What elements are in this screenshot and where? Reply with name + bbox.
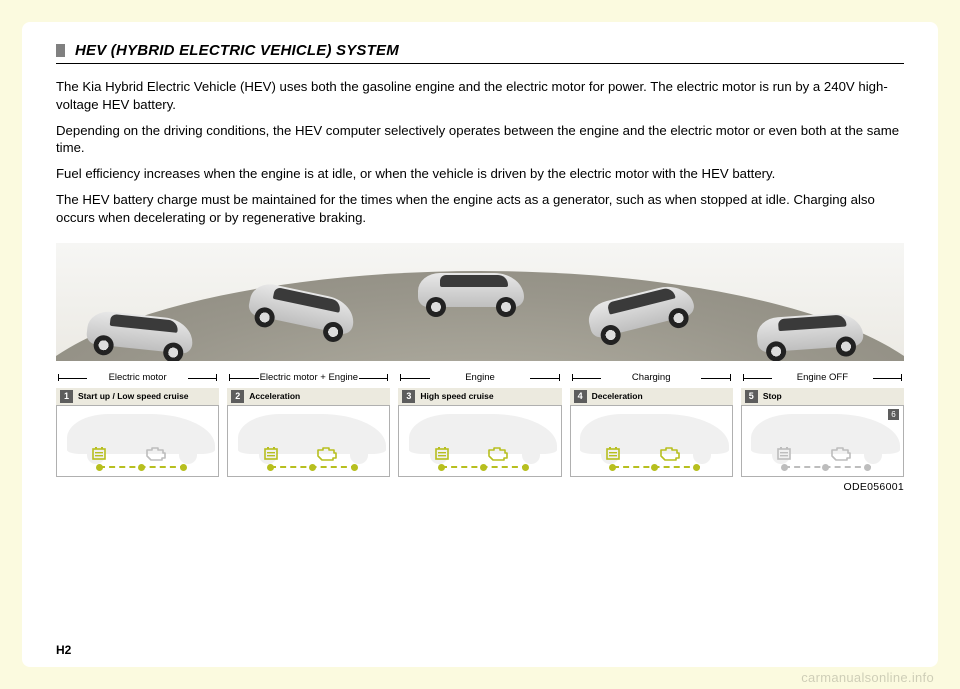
flow-node-icon — [180, 464, 187, 471]
battery-icon — [92, 446, 106, 460]
body-text: The Kia Hybrid Electric Vehicle (HEV) us… — [56, 78, 904, 227]
engine-icon — [315, 446, 337, 462]
stage-title: High speed cruise — [420, 391, 493, 401]
flow-node-icon — [651, 464, 658, 471]
engine-icon — [658, 446, 680, 462]
stage-diagram — [570, 405, 733, 477]
figure-code: ODE056001 — [56, 481, 904, 493]
flow-node-icon — [522, 464, 529, 471]
car-silhouette-icon — [580, 414, 728, 468]
stage-title: Start up / Low speed cruise — [78, 391, 189, 401]
flow-node-icon — [609, 464, 616, 471]
flow-node-icon — [480, 464, 487, 471]
watermark: carmanualsonline.info — [801, 670, 934, 685]
battery-icon — [435, 446, 449, 460]
flow-node-icon — [693, 464, 700, 471]
stage-header: 4 Deceleration — [570, 388, 733, 405]
flow-node-icon — [781, 464, 788, 471]
car-silhouette-icon — [409, 414, 557, 468]
heading-text: HEV (HYBRID ELECTRIC VEHICLE) SYSTEM — [75, 42, 399, 59]
flow-node-icon — [351, 464, 358, 471]
manual-page: HEV (HYBRID ELECTRIC VEHICLE) SYSTEM The… — [0, 0, 960, 689]
mode-label: Engine — [398, 369, 561, 388]
flow-node-icon — [138, 464, 145, 471]
flow-node-icon — [438, 464, 445, 471]
driving-modes-illustration — [56, 243, 904, 361]
battery-icon — [777, 446, 791, 460]
stage-title: Stop — [763, 391, 782, 401]
mode-label: Charging — [570, 369, 733, 388]
battery-icon — [606, 446, 620, 460]
stage-number-badge: 3 — [402, 390, 415, 403]
heading-bullet-icon — [56, 44, 65, 57]
car-icon — [750, 305, 871, 361]
engine-icon — [144, 446, 166, 462]
stage-header: 3 High speed cruise — [398, 388, 561, 405]
stage-diagram — [398, 405, 561, 477]
stage-column: Engine 3 High speed cruise — [398, 369, 561, 477]
engine-icon — [829, 446, 851, 462]
flow-node-icon — [96, 464, 103, 471]
stage-row: Electric motor 1 Start up / Low speed crui… — [56, 369, 904, 477]
page-number: H2 — [56, 643, 71, 657]
stage-header: 5 Stop — [741, 388, 904, 405]
mode-label: Electric motor + Engine — [227, 369, 390, 388]
stage-number-badge: 5 — [745, 390, 758, 403]
content-panel: HEV (HYBRID ELECTRIC VEHICLE) SYSTEM The… — [22, 22, 938, 667]
stage-header: 2 Acceleration — [227, 388, 390, 405]
paragraph: Fuel efficiency increases when the engin… — [56, 165, 904, 183]
car-icon — [412, 267, 530, 317]
stage-number-badge: 4 — [574, 390, 587, 403]
stage-column: Electric motor + Engine 2 Acceleration — [227, 369, 390, 477]
battery-icon — [264, 446, 278, 460]
flow-node-icon — [267, 464, 274, 471]
section-heading: HEV (HYBRID ELECTRIC VEHICLE) SYSTEM — [56, 42, 904, 64]
stage-title: Acceleration — [249, 391, 300, 401]
stage-column: Engine OFF 5 Stop 6 — [741, 369, 904, 477]
flow-node-icon — [309, 464, 316, 471]
mode-label: Electric motor — [56, 369, 219, 388]
paragraph: The HEV battery charge must be maintaine… — [56, 191, 904, 227]
car-silhouette-icon — [67, 414, 215, 468]
paragraph: Depending on the driving conditions, the… — [56, 122, 904, 158]
stage-number-badge: 2 — [231, 390, 244, 403]
car-silhouette-icon — [751, 414, 899, 468]
stage-number-badge: 1 — [60, 390, 73, 403]
stage-diagram — [56, 405, 219, 477]
stage-column: Electric motor 1 Start up / Low speed crui… — [56, 369, 219, 477]
stage-column: Charging 4 Deceleration — [570, 369, 733, 477]
flow-node-icon — [822, 464, 829, 471]
stage-title: Deceleration — [592, 391, 643, 401]
flow-node-icon — [864, 464, 871, 471]
mode-label: Engine OFF — [741, 369, 904, 388]
engine-icon — [486, 446, 508, 462]
stage-header: 1 Start up / Low speed cruise — [56, 388, 219, 405]
stage-diagram — [227, 405, 390, 477]
paragraph: The Kia Hybrid Electric Vehicle (HEV) us… — [56, 78, 904, 114]
car-silhouette-icon — [238, 414, 386, 468]
sub-badge: 6 — [888, 409, 899, 420]
stage-diagram: 6 — [741, 405, 904, 477]
